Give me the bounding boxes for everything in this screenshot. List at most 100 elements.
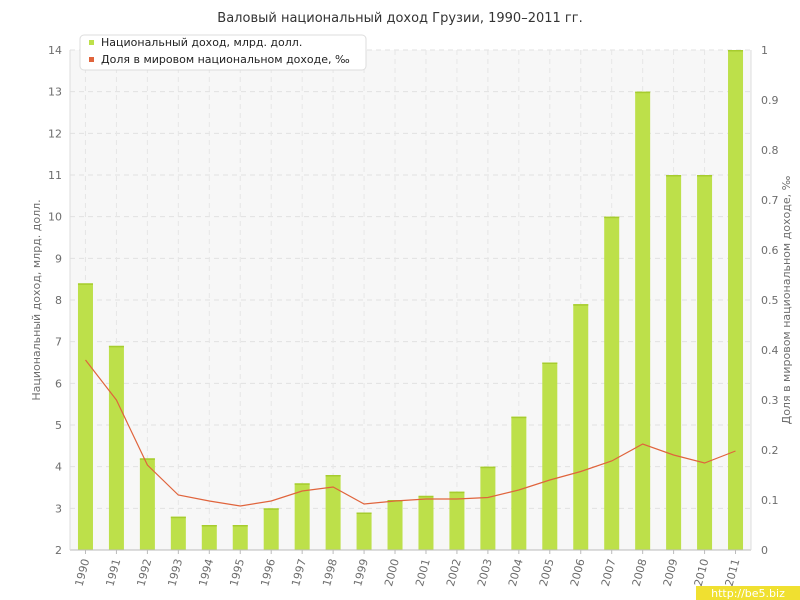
y2-tick-label: 0.4 xyxy=(761,344,779,357)
bar xyxy=(728,50,744,550)
y-tick-label: 4 xyxy=(55,461,62,474)
watermark: http://be5.biz xyxy=(696,586,800,600)
x-tick-label: 1996 xyxy=(258,557,278,587)
x-tick-label: 2006 xyxy=(568,557,588,587)
bar xyxy=(356,512,372,550)
bar-cap xyxy=(139,458,155,460)
x-tick-label: 1999 xyxy=(351,557,371,587)
bar-cap xyxy=(356,512,372,514)
bar xyxy=(232,525,248,550)
y-tick-label: 9 xyxy=(55,252,62,265)
y-tick-label: 7 xyxy=(55,336,62,349)
bar-cap xyxy=(201,525,217,527)
legend: Национальный доход, млрд. долл. Доля в м… xyxy=(79,34,367,71)
x-tick-label: 2009 xyxy=(661,557,681,587)
y2-tick-label: 1 xyxy=(761,44,768,57)
bar xyxy=(263,508,279,550)
y2-tick-label: 0.7 xyxy=(761,194,779,207)
bar xyxy=(325,475,341,550)
bar xyxy=(418,495,434,550)
watermark-bg xyxy=(696,586,800,600)
x-tick-label: 1990 xyxy=(73,557,93,587)
bar-cap xyxy=(697,175,713,177)
y2-tick-label: 0.1 xyxy=(761,494,779,507)
y2-tick-label: 0.2 xyxy=(761,444,779,457)
legend-box xyxy=(79,34,367,71)
bar xyxy=(108,345,124,550)
y2-tick-label: 0.8 xyxy=(761,144,779,157)
bar xyxy=(511,416,527,550)
x-tick-label: 1993 xyxy=(165,557,185,587)
y-tick-label: 10 xyxy=(48,211,62,224)
bar-cap xyxy=(480,466,496,469)
y2-tick-label: 0.6 xyxy=(761,244,779,257)
chart-title: Валовый национальный доход Грузии, 1990–… xyxy=(217,11,582,26)
bar xyxy=(387,500,403,550)
legend-swatch-bar xyxy=(89,40,94,45)
bar-cap xyxy=(604,216,620,219)
bar xyxy=(294,483,310,550)
x-tick-label: 2007 xyxy=(599,557,619,587)
y-axis-label: Национальный доход, млрд. долл. xyxy=(30,199,43,400)
bar xyxy=(77,283,93,550)
x-tick-label: 2001 xyxy=(413,557,433,587)
y2-tick-label: 0.5 xyxy=(761,294,779,307)
x-tick-label: 1992 xyxy=(134,557,154,587)
bar xyxy=(449,491,465,550)
bar-cap xyxy=(170,516,186,519)
line-path xyxy=(85,359,736,507)
x-tick-label: 2003 xyxy=(475,557,495,587)
axes xyxy=(69,50,752,551)
x-tick-label: 2010 xyxy=(692,557,712,587)
bar xyxy=(573,304,589,550)
left-axis-ticks: 2 3 4 5 6 7 8 9 10 11 12 13 14 xyxy=(48,44,62,557)
bar-cap xyxy=(573,304,589,306)
bar xyxy=(542,362,558,550)
bar-cap xyxy=(325,475,341,477)
bar-cap xyxy=(542,362,558,364)
bar xyxy=(170,516,186,550)
bar-cap xyxy=(263,508,279,510)
y2-axis-label: Доля в мировом национальном доходе, ‰ xyxy=(780,175,793,424)
legend-swatch-line xyxy=(89,57,94,62)
bar-cap xyxy=(294,483,310,485)
x-tick-label: 2005 xyxy=(537,557,557,587)
bar-series xyxy=(77,50,744,551)
legend-label-bar: Национальный доход, млрд. долл. xyxy=(101,36,302,49)
bar xyxy=(604,216,620,550)
x-tick-label: 1994 xyxy=(196,557,216,587)
y-tick-label: 14 xyxy=(48,44,62,57)
x-tick-label: 1998 xyxy=(320,557,340,587)
y-tick-label: 5 xyxy=(55,419,62,432)
x-tick-label: 2002 xyxy=(444,557,464,587)
bar-cap xyxy=(449,491,465,494)
x-tick-label: 2000 xyxy=(382,557,402,587)
bar-cap xyxy=(635,91,651,94)
y2-tick-label: 0 xyxy=(761,544,768,557)
x-tick-label: 2008 xyxy=(630,557,650,587)
y-tick-label: 2 xyxy=(55,544,62,557)
y2-tick-label: 0.3 xyxy=(761,394,779,407)
x-tick-label: 1991 xyxy=(104,557,124,587)
bar xyxy=(480,466,496,550)
bar-cap xyxy=(418,495,434,498)
x-tick-label: 1997 xyxy=(289,557,309,587)
bar xyxy=(635,91,651,551)
bar-cap xyxy=(77,283,93,285)
y-tick-label: 11 xyxy=(48,169,62,182)
bar-cap xyxy=(728,50,744,52)
bar xyxy=(697,175,713,550)
x-tick-label: 2011 xyxy=(723,557,743,587)
legend-label-line: Доля в мировом национальном доходе, ‰ xyxy=(101,53,350,66)
y-tick-label: 13 xyxy=(48,86,62,99)
y-tick-label: 12 xyxy=(48,127,62,140)
right-axis-ticks: 0 0.1 0.2 0.3 0.4 0.5 0.6 0.7 0.8 0.9 1 xyxy=(761,44,779,557)
bar xyxy=(139,458,155,550)
watermark-text: http://be5.biz xyxy=(711,587,785,600)
y-tick-label: 8 xyxy=(55,294,62,307)
y2-tick-label: 0.9 xyxy=(761,94,779,107)
y-tick-label: 3 xyxy=(55,502,62,515)
line-series xyxy=(85,359,736,507)
x-tick-label: 1995 xyxy=(227,557,247,587)
